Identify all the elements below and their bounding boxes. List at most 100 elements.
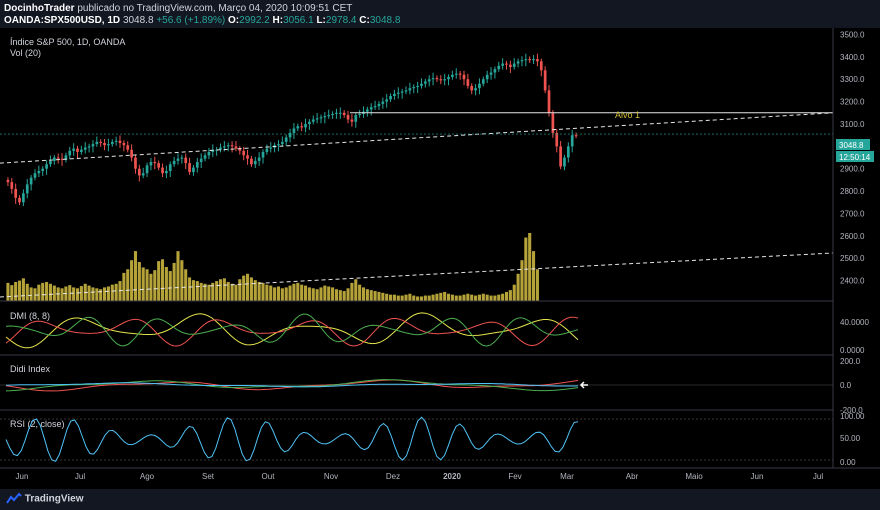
author-name[interactable]: DocinhoTrader xyxy=(4,3,75,14)
candle-body xyxy=(435,78,439,80)
candle-body xyxy=(327,115,331,117)
ohlc-line: OANDA:SPX500USD, 1D 3048.8 +56.6 (+1.89%… xyxy=(4,15,400,26)
candle-body xyxy=(49,160,52,165)
candle-body xyxy=(458,73,462,75)
candle-body xyxy=(497,65,501,70)
volume-bar xyxy=(176,251,180,301)
candle-body xyxy=(512,63,516,67)
candle-body xyxy=(223,146,226,148)
candle-body xyxy=(45,164,48,169)
candle-body xyxy=(393,93,396,97)
volume-bar xyxy=(52,285,56,301)
volume-bar xyxy=(315,289,319,301)
candle-body xyxy=(80,149,83,152)
volume-bar xyxy=(238,279,242,301)
candle-body xyxy=(532,59,535,61)
candle-body xyxy=(153,162,157,164)
candle-body xyxy=(563,157,566,167)
candle-body xyxy=(29,177,33,185)
candle-body xyxy=(265,148,269,152)
rsi-pane[interactable]: RSI (2, close) 100.00 50.00 0.00 xyxy=(0,412,865,467)
volume-bar xyxy=(481,293,485,301)
candle-body xyxy=(52,157,56,161)
volume-bar xyxy=(25,283,29,301)
volume-bar xyxy=(122,272,126,301)
volume-bar xyxy=(508,290,512,301)
candle-body xyxy=(292,128,296,133)
candle-body xyxy=(366,109,369,112)
candle-body xyxy=(68,150,72,156)
candle-body xyxy=(481,79,485,84)
candle-body xyxy=(64,155,68,160)
candle-body xyxy=(230,145,234,147)
last-price-badge: 3048.8 xyxy=(839,141,864,150)
candle-body xyxy=(308,121,311,124)
candle-body xyxy=(416,85,419,88)
time-tick-label: Jul xyxy=(813,472,823,481)
didi-pane[interactable]: Didi Index 200.0 0.0 -200.0 xyxy=(0,357,863,415)
time-tick-label: Dez xyxy=(386,472,400,481)
time-tick-label: Set xyxy=(202,472,215,481)
volume-bar xyxy=(261,282,265,301)
volume-bar xyxy=(385,293,389,301)
candle-body xyxy=(509,64,512,67)
didi-tick: 0.0 xyxy=(840,381,852,390)
candle-body xyxy=(41,168,45,171)
rsi-tick: 50.00 xyxy=(840,434,861,443)
candle-body xyxy=(369,107,373,110)
candle-body xyxy=(99,141,103,144)
candle-body xyxy=(165,170,168,174)
open-label: O: xyxy=(228,15,240,26)
volume-bar xyxy=(280,288,284,301)
candle-body xyxy=(161,167,164,174)
time-tick-label: Maio xyxy=(685,472,703,481)
volume-bar xyxy=(319,287,323,301)
candle-body xyxy=(122,143,126,146)
candle-body xyxy=(199,158,203,163)
volume-bar xyxy=(215,281,219,301)
tradingview-logo[interactable]: TradingView xyxy=(6,492,84,505)
candle-body xyxy=(76,148,79,152)
volume-bar xyxy=(454,295,458,301)
candle-body xyxy=(451,74,454,77)
volume-bar xyxy=(226,281,230,301)
volume-bar xyxy=(292,283,296,301)
dmi-pane[interactable]: DMI (8, 8) 40.0000 0.0000 xyxy=(5,311,869,355)
volume-bar xyxy=(145,269,149,301)
candle-body xyxy=(114,140,118,142)
time-tick-label: Nov xyxy=(324,472,338,481)
volume-bar xyxy=(516,273,520,301)
candle-body xyxy=(454,73,458,75)
volume-bar xyxy=(412,295,416,301)
dmi-tick: 0.0000 xyxy=(840,346,865,355)
candle-body xyxy=(462,74,466,80)
volume-pane-title: Vol (20) xyxy=(10,48,41,58)
candle-body xyxy=(373,106,377,108)
volume-trend-line xyxy=(0,252,834,298)
volume-bar xyxy=(276,286,281,301)
candle-body xyxy=(168,164,172,171)
last-price: 3048.8 xyxy=(122,15,154,26)
candle-body xyxy=(385,99,389,102)
volume-bar xyxy=(160,259,165,301)
price-pane[interactable]: 2400.02500.02600.02700.02800.02900.03000… xyxy=(0,30,865,286)
volume-bar xyxy=(520,260,524,301)
trend-line xyxy=(0,112,834,164)
volume-bar xyxy=(218,279,223,301)
candle-body xyxy=(331,113,334,116)
symbol-name[interactable]: OANDA:SPX500USD, 1D xyxy=(4,15,121,26)
chart-canvas[interactable]: Índice S&P 500, 1D, OANDA Vol (20) 2400.… xyxy=(0,28,880,489)
volume-bar xyxy=(222,278,226,301)
volume-bar xyxy=(17,280,22,301)
adx-line xyxy=(5,312,579,349)
candle-body xyxy=(493,69,497,73)
candle-body xyxy=(524,59,528,61)
volume-bar xyxy=(358,284,362,301)
volume-bar xyxy=(172,262,176,301)
open-value: 2992.2 xyxy=(239,15,270,26)
candle-body xyxy=(137,168,141,176)
close-label: C: xyxy=(359,15,370,26)
rsi-line xyxy=(5,416,579,462)
volume-bar xyxy=(29,287,33,301)
di-minus-line xyxy=(5,316,579,347)
